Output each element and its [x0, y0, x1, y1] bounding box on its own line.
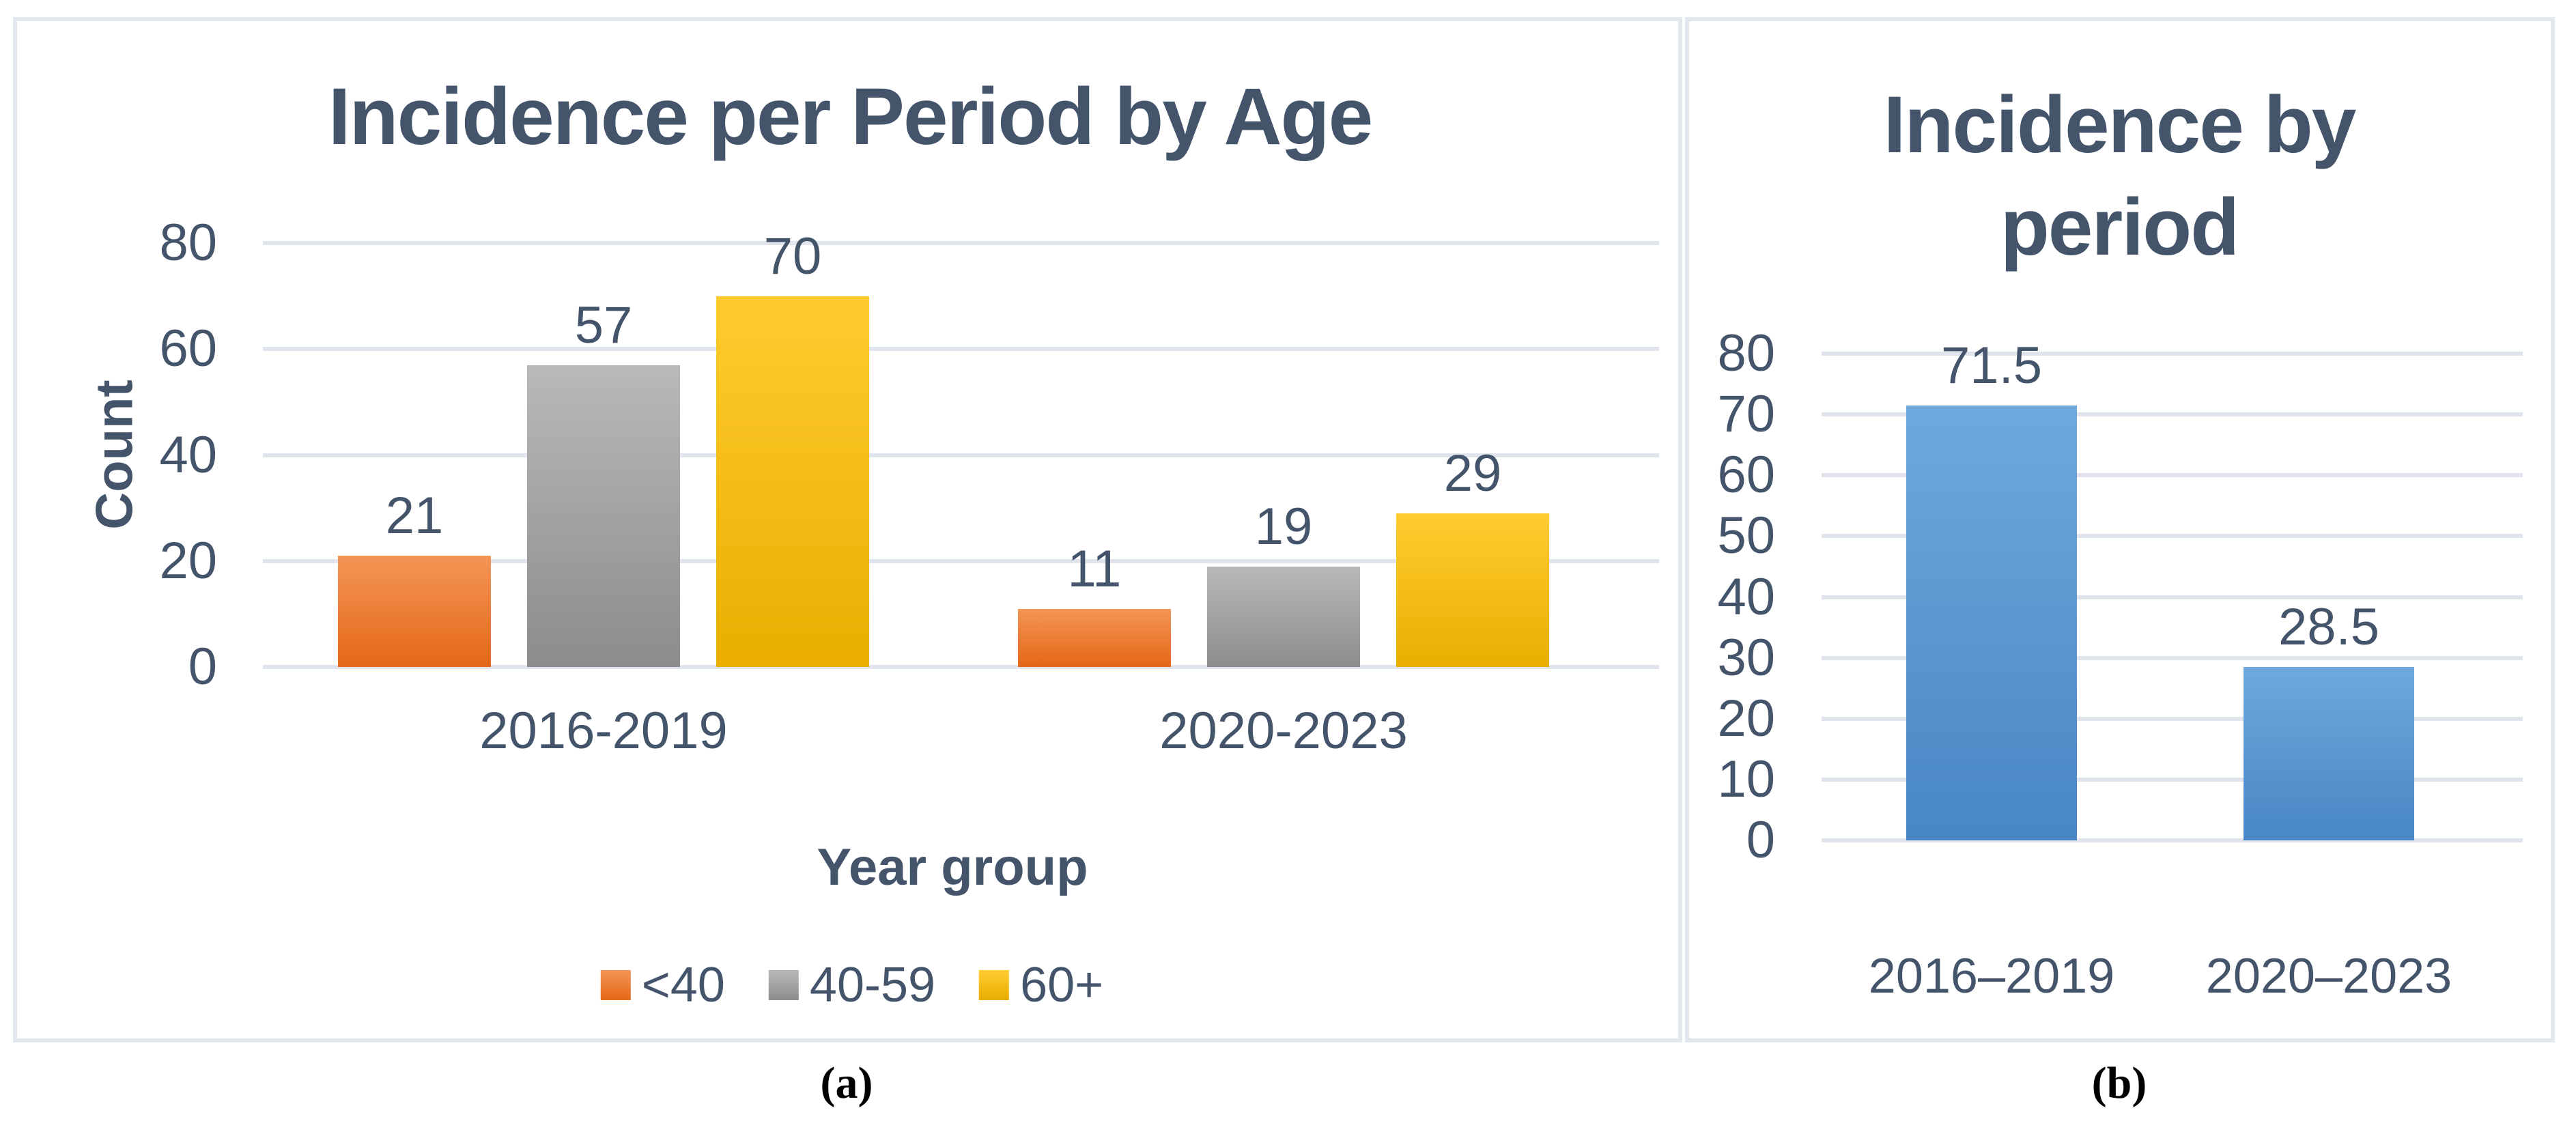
gridline: [1822, 838, 2523, 842]
gridline: [1822, 717, 2523, 721]
bar-value-label: 29: [1443, 444, 1502, 502]
x-category-label: 2016-2019: [479, 702, 728, 760]
legend-label: 60+: [1020, 958, 1104, 1012]
bar-value-label: 57: [574, 296, 633, 354]
chart-panel-b: [1685, 17, 2555, 1042]
bar: [1396, 513, 1549, 667]
y-tick-label: 60: [159, 319, 217, 378]
gridline: [1822, 412, 2523, 416]
gridline: [1822, 534, 2523, 538]
bar-value-label: 28.5: [2278, 598, 2379, 656]
chart-b-title-line-1: Incidence by: [1883, 80, 2357, 170]
bar-value-label: 71.5: [1941, 337, 2042, 395]
y-tick-label: 10: [1717, 750, 1775, 808]
y-tick-label: 30: [1717, 629, 1775, 687]
legend-swatch: [600, 970, 631, 1000]
bar: [716, 296, 869, 667]
bar-value-label: 11: [1067, 540, 1122, 598]
gridline: [1822, 352, 2523, 356]
chart-a-title: Incidence per Period by Age: [328, 72, 1374, 162]
bar-value-label: 21: [385, 487, 444, 545]
gridline: [263, 559, 1659, 563]
chart-a-legend: <40 40-59 60+: [600, 958, 1103, 1012]
y-tick-label: 0: [1746, 811, 1775, 869]
bar: [527, 365, 680, 667]
y-tick-label: 0: [188, 638, 217, 696]
legend-label: <40: [641, 958, 725, 1012]
legend-swatch: [768, 970, 799, 1000]
bar: [338, 556, 491, 667]
gridline: [1822, 778, 2523, 782]
gridline: [263, 453, 1659, 457]
x-category-label: 2020–2023: [2205, 949, 2452, 1004]
x-category-label: 2016–2019: [1868, 949, 2115, 1004]
y-tick-label: 80: [159, 214, 217, 272]
bar: [2244, 667, 2414, 840]
legend-swatch: [979, 970, 1010, 1000]
chart-a-x-axis-title: Year group: [817, 838, 1088, 896]
bar-value-label: 70: [763, 227, 822, 285]
chart-b-title: Incidence by period: [1693, 74, 2546, 279]
bar: [1906, 406, 2077, 840]
y-tick-label: 50: [1717, 507, 1775, 565]
bar: [1018, 609, 1171, 667]
subfigure-a-caption: (a): [820, 1058, 873, 1108]
gridline: [263, 665, 1659, 669]
bar: [1207, 567, 1360, 667]
legend-item: 60+: [979, 959, 1103, 1011]
gridline: [263, 241, 1659, 245]
gridline: [263, 347, 1659, 351]
subfigure-b-caption: (b): [2091, 1058, 2147, 1108]
gridline: [1822, 656, 2523, 660]
legend-item: 40-59: [768, 958, 936, 1012]
legend-label: 40-59: [809, 958, 936, 1012]
y-tick-label: 60: [1717, 446, 1775, 504]
y-tick-label: 70: [1717, 385, 1775, 443]
y-tick-label: 20: [159, 532, 217, 590]
legend-item: <40: [600, 958, 725, 1012]
gridline: [1822, 595, 2523, 599]
bar-value-label: 19: [1254, 498, 1313, 556]
x-category-label: 2020-2023: [1159, 702, 1408, 760]
gridline: [1822, 473, 2523, 477]
chart-b-title-line-2: period: [2000, 182, 2240, 272]
y-tick-label: 40: [1717, 568, 1775, 626]
y-tick-label: 40: [159, 426, 217, 484]
y-tick-label: 80: [1717, 324, 1775, 382]
y-tick-label: 20: [1717, 690, 1775, 748]
